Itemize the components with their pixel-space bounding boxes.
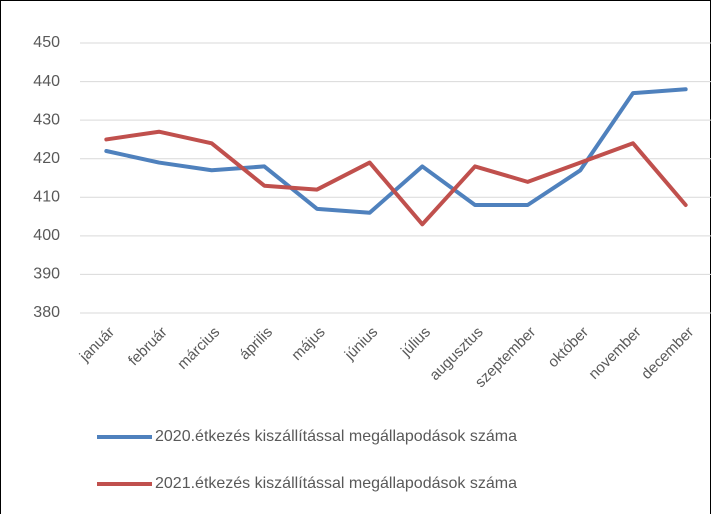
legend-label: 2021.étkezés kiszállítással megállapodás… bbox=[155, 475, 517, 492]
x-tick-label: december bbox=[638, 324, 697, 383]
y-tick-label: 410 bbox=[33, 189, 60, 206]
y-tick-label: 390 bbox=[33, 266, 60, 283]
y-tick-label: 430 bbox=[33, 111, 60, 128]
y-tick-label: 420 bbox=[33, 150, 60, 167]
x-tick-label: június bbox=[341, 324, 381, 364]
x-tick-label: április bbox=[236, 324, 276, 364]
x-tick-label: február bbox=[125, 324, 171, 370]
line-series bbox=[104, 129, 688, 227]
legend-label: 2020.étkezés kiszállítással megállapodás… bbox=[155, 428, 517, 445]
y-tick-label: 400 bbox=[33, 227, 60, 244]
y-tick-label: 440 bbox=[33, 73, 60, 90]
x-tick-label: november bbox=[585, 324, 644, 383]
x-tick-label: január bbox=[76, 324, 118, 366]
x-tick-label: május bbox=[288, 324, 328, 364]
x-tick-label: október bbox=[545, 324, 592, 371]
x-tick-label: július bbox=[397, 324, 434, 361]
y-tick-label: 380 bbox=[33, 304, 60, 321]
y-tick-label: 450 bbox=[33, 34, 60, 51]
x-tick-label: március bbox=[174, 324, 223, 373]
